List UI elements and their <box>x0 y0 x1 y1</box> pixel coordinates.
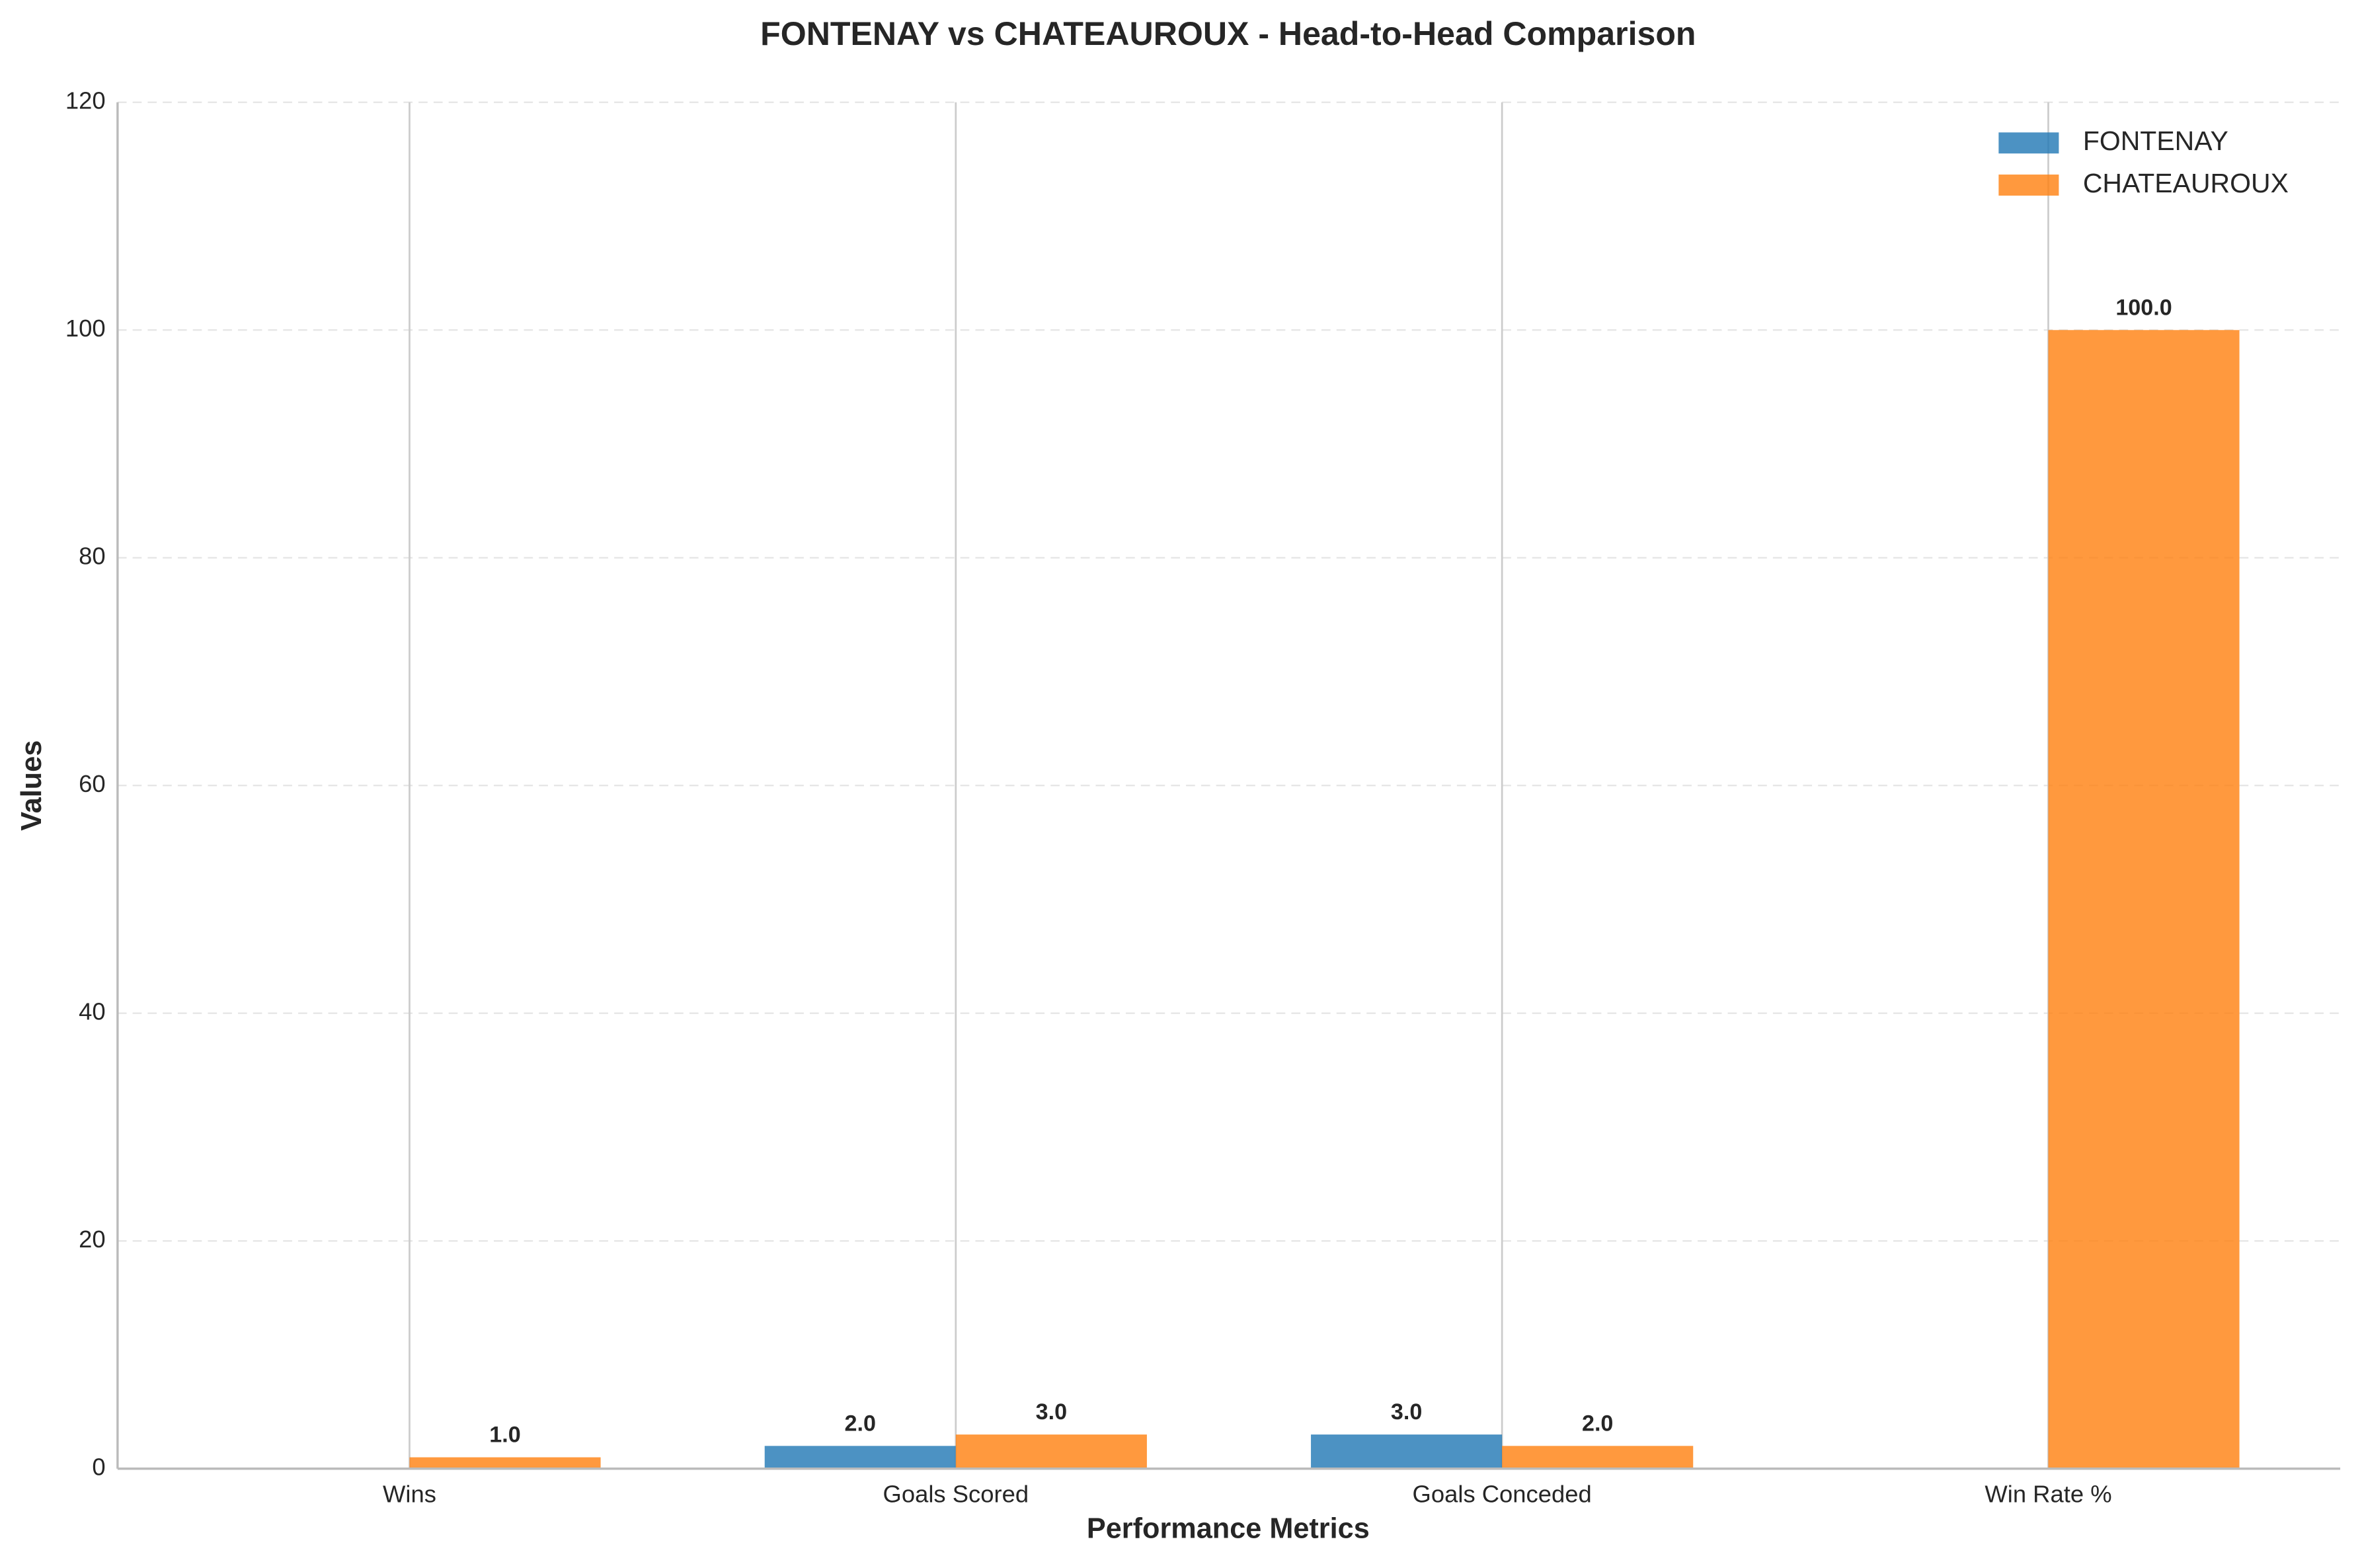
y-tick-label: 80 <box>79 542 106 569</box>
value-label: 2.0 <box>1582 1411 1613 1436</box>
value-label: 3.0 <box>1391 1399 1422 1425</box>
legend-swatch <box>1998 175 2059 196</box>
bar <box>955 1434 1147 1469</box>
chart-title: FONTENAY vs CHATEAUROUX - Head-to-Head C… <box>760 15 1696 52</box>
y-tick-label: 60 <box>79 770 106 797</box>
bar <box>764 1446 956 1469</box>
y-tick-label: 20 <box>79 1226 106 1253</box>
x-tick-label: Goals Conceded <box>1413 1480 1592 1507</box>
x-tick-label: Wins <box>383 1480 436 1507</box>
value-label: 100.0 <box>2115 295 2172 320</box>
legend-swatch <box>1998 132 2059 154</box>
bar <box>1311 1434 1503 1469</box>
y-axis-label: Values <box>16 740 48 831</box>
bar <box>2048 330 2240 1469</box>
value-label: 1.0 <box>489 1423 520 1448</box>
value-label: 3.0 <box>1036 1399 1067 1425</box>
value-label: 2.0 <box>845 1411 876 1436</box>
legend-label: FONTENAY <box>2083 126 2228 156</box>
y-tick-label: 0 <box>92 1453 105 1480</box>
y-tick-label: 40 <box>79 998 106 1025</box>
bar <box>1502 1446 1694 1469</box>
bar <box>409 1457 601 1469</box>
y-tick-label: 100 <box>65 315 106 342</box>
legend-label: CHATEAUROUX <box>2083 168 2289 198</box>
x-tick-label: Win Rate % <box>1985 1480 2111 1507</box>
x-axis-label: Performance Metrics <box>1087 1513 1370 1545</box>
x-tick-label: Goals Scored <box>883 1480 1029 1507</box>
y-tick-label: 120 <box>65 87 106 114</box>
